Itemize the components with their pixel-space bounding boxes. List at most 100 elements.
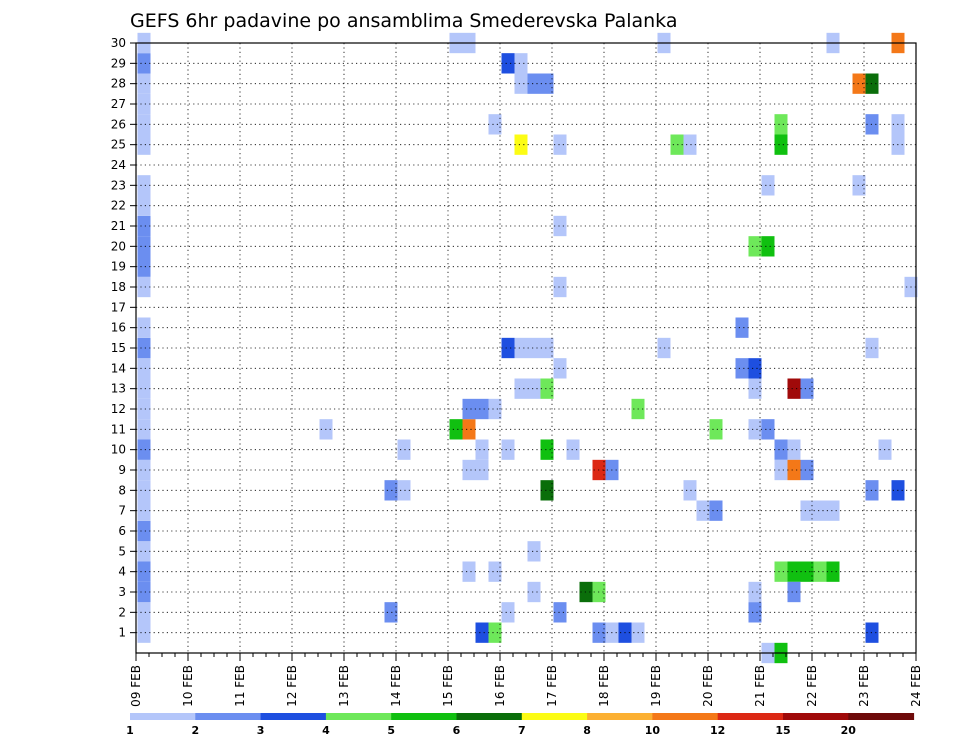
- colorbar-swatch: [717, 713, 784, 720]
- heatmap-cell: [137, 439, 151, 460]
- heatmap-cell: [683, 134, 697, 155]
- colorbar-label: 12: [710, 724, 725, 737]
- y-tick-label: 27: [111, 97, 126, 111]
- colorbar-swatch: [130, 713, 196, 720]
- x-tick-label: 20 FEB: [701, 665, 715, 707]
- grid-layer: [136, 42, 916, 653]
- heatmap-cell: [527, 581, 541, 603]
- heatmap-cell: [137, 622, 151, 643]
- y-tick-label: 3: [118, 585, 126, 599]
- heatmap-cell: [137, 358, 151, 379]
- y-tick-label: 5: [118, 544, 126, 558]
- heatmap-cell: [137, 215, 151, 237]
- heatmap-cell: [462, 419, 476, 440]
- heatmap-cell: [137, 419, 151, 440]
- heatmap-cell: [501, 439, 515, 460]
- heatmap-cell: [384, 480, 398, 501]
- heatmap-cell: [514, 73, 528, 94]
- colorbar-label: 1: [126, 724, 134, 737]
- y-tick-label: 6: [118, 524, 126, 538]
- heatmap-cell: [774, 561, 788, 582]
- heatmap-cell: [137, 276, 151, 298]
- y-tick-label: 23: [111, 178, 126, 192]
- heatmap-cell: [709, 500, 723, 521]
- heatmap-cell: [748, 358, 762, 379]
- y-tick-label: 24: [111, 158, 126, 172]
- heatmap-cell: [774, 439, 788, 460]
- heatmap-cell: [553, 215, 567, 237]
- heatmap-cell: [137, 459, 151, 481]
- heatmap-cell: [527, 378, 541, 399]
- colorbar-label: 10: [645, 724, 661, 737]
- heatmap-cell: [540, 73, 554, 94]
- heatmap-cell: [852, 175, 866, 196]
- heatmap-cell: [514, 337, 528, 359]
- y-tick-label: 7: [118, 504, 126, 518]
- heatmap-cell: [540, 480, 554, 501]
- heatmap-cell: [137, 134, 151, 155]
- heatmap-cell: [449, 419, 463, 440]
- heatmap-cell: [137, 256, 151, 277]
- heatmap-cell: [137, 114, 151, 135]
- heatmap-cell: [397, 439, 411, 460]
- heatmap-cell: [514, 378, 528, 399]
- y-tick-label: 17: [111, 300, 126, 314]
- heatmap-cell: [137, 175, 151, 196]
- heatmap-cell: [527, 73, 541, 94]
- heatmap-cell: [137, 337, 151, 359]
- x-tick-label: 24 FEB: [909, 665, 923, 707]
- heatmap-cell: [137, 581, 151, 603]
- cells-layer: [137, 32, 918, 664]
- colorbar-swatch: [325, 713, 392, 720]
- heatmap-cell: [137, 317, 151, 338]
- heatmap-cell: [514, 134, 528, 155]
- heatmap-cell: [384, 602, 398, 623]
- heatmap-cell: [553, 602, 567, 623]
- y-tick-label: 2: [118, 605, 126, 619]
- x-tick-label: 18 FEB: [597, 665, 611, 707]
- heatmap-cell: [683, 480, 697, 501]
- heatmap-cell: [787, 561, 801, 582]
- colorbar-label: 3: [257, 724, 265, 737]
- heatmap-cell: [137, 602, 151, 623]
- colorbar-swatch: [783, 713, 849, 720]
- y-tick-label: 12: [111, 402, 126, 416]
- heatmap-cell: [774, 459, 788, 481]
- heatmap-cell: [540, 337, 554, 359]
- x-tick-label: 12 FEB: [285, 665, 299, 707]
- heatmap-cell: [527, 541, 541, 562]
- y-tick-label: 26: [111, 117, 126, 131]
- colorbar-label: 7: [518, 724, 526, 737]
- heatmap-cell: [137, 93, 151, 115]
- heatmap-cell: [137, 541, 151, 562]
- colorbar-label: 5: [387, 724, 395, 737]
- colorbar-label: 4: [322, 724, 330, 737]
- heatmap-cell: [813, 500, 827, 521]
- heatmap-cell: [735, 358, 749, 379]
- y-tick-label: 11: [111, 422, 126, 436]
- colorbar-label: 8: [583, 724, 591, 737]
- y-tick-label: 10: [111, 443, 126, 457]
- heatmap-cell: [137, 73, 151, 94]
- colorbar-swatch: [652, 713, 719, 720]
- y-tick-label: 18: [111, 280, 126, 294]
- heatmap-cell: [748, 378, 762, 399]
- heatmap-cell: [748, 236, 762, 257]
- heatmap-cell: [800, 459, 814, 481]
- heatmap-cell: [852, 73, 866, 94]
- heatmap-cell: [748, 602, 762, 623]
- heatmap-cell: [137, 480, 151, 501]
- heatmap-cell: [800, 378, 814, 399]
- heatmap-cell: [774, 114, 788, 135]
- colorbar-label: 2: [191, 724, 199, 737]
- heatmap-cell: [787, 581, 801, 603]
- heatmap-cell: [488, 622, 502, 643]
- colorbar-swatch: [848, 713, 915, 720]
- y-tick-label: 25: [111, 138, 126, 152]
- x-tick-label: 11 FEB: [233, 665, 247, 707]
- x-tick-label: 21 FEB: [753, 665, 767, 707]
- x-tick-label: 16 FEB: [493, 665, 507, 707]
- heatmap-cell: [137, 53, 151, 74]
- heatmap-cell: [553, 358, 567, 379]
